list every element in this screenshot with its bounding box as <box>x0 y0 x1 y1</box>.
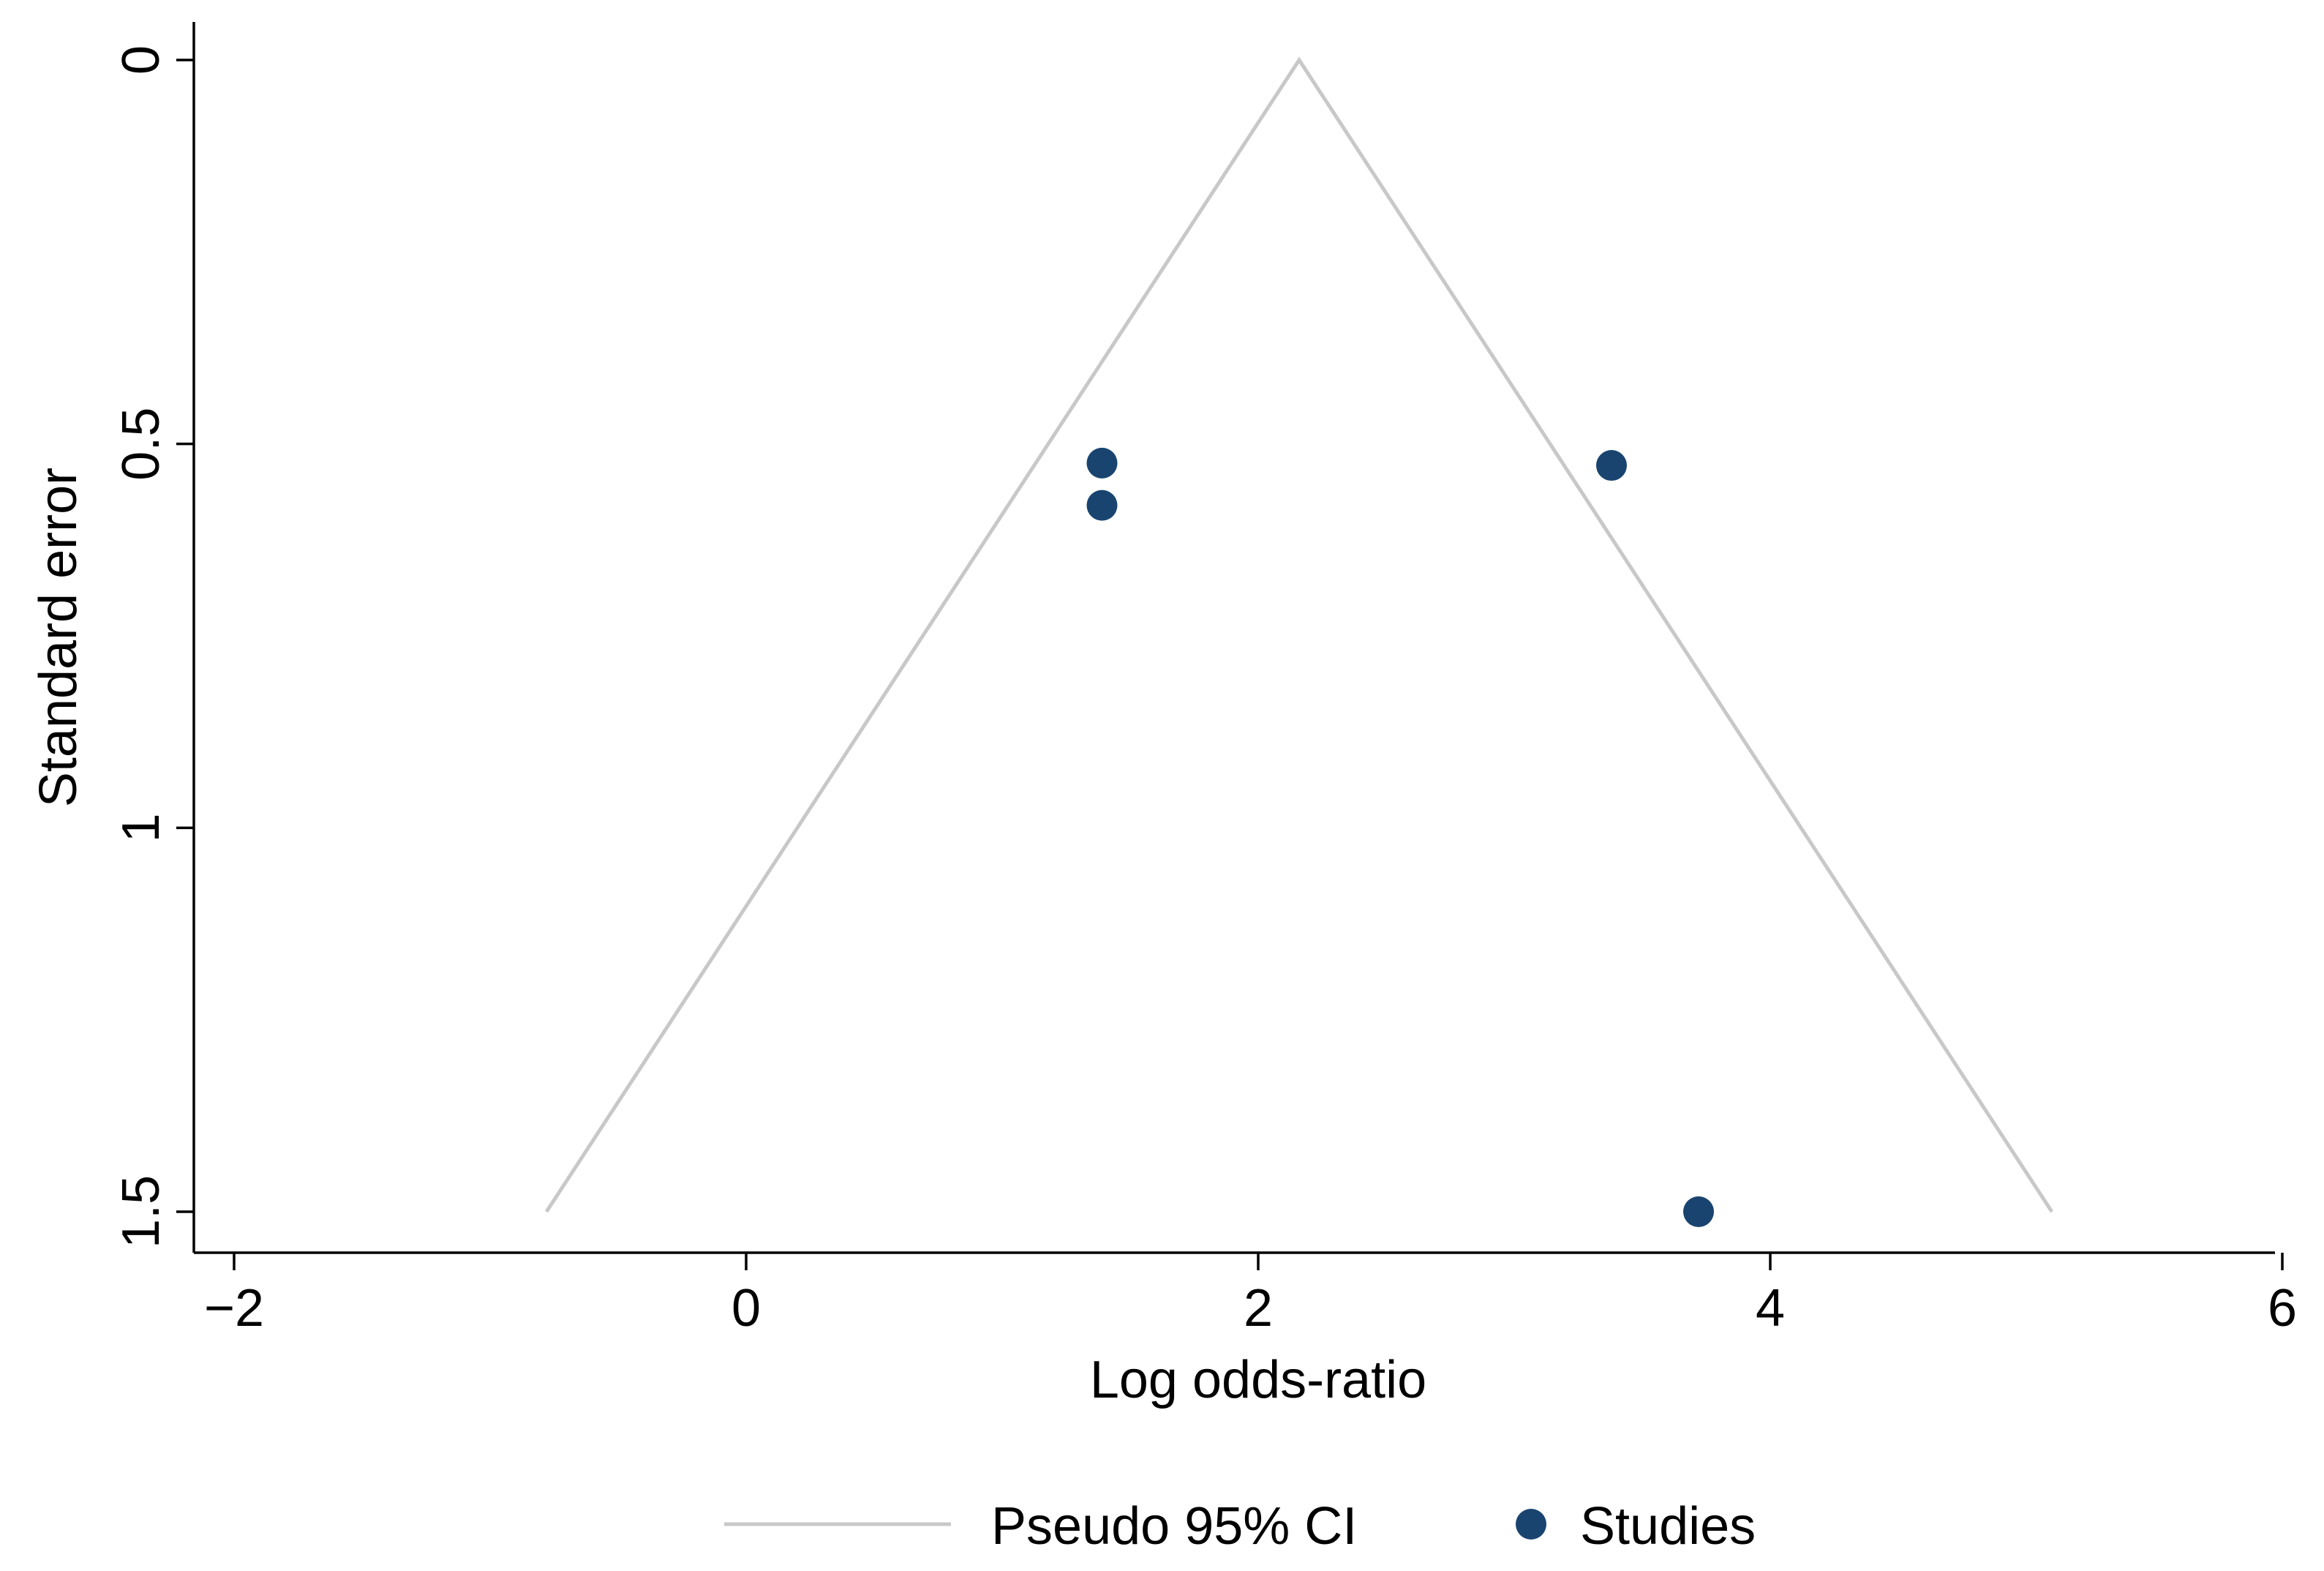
study-point <box>1086 490 1118 521</box>
study-point <box>1683 1196 1714 1227</box>
x-tick-label: 2 <box>1244 1279 1273 1338</box>
y-tick-label: 0 <box>112 45 170 75</box>
x-tick-label: 4 <box>1756 1279 1785 1338</box>
legend-label-ci: Pseudo 95% CI <box>991 1497 1357 1556</box>
legend-marker-studies <box>1516 1509 1546 1540</box>
pseudo-ci-line <box>544 56 2054 1213</box>
study-point <box>1596 450 1627 481</box>
x-axis-title: Log odds-ratio <box>1090 1351 1426 1409</box>
legend-label-studies: Studies <box>1580 1497 1756 1556</box>
x-tick-label: 0 <box>732 1279 761 1338</box>
x-tick-label: −2 <box>204 1279 264 1338</box>
y-tick-label: 1.5 <box>112 1175 170 1248</box>
x-tick-label: 6 <box>2268 1279 2297 1338</box>
legend: Pseudo 95% CI Studies <box>724 1497 1756 1556</box>
y-tick-label: 1 <box>112 813 170 842</box>
y-tick-label: 0.5 <box>112 408 170 481</box>
y-axis-title: Standard error <box>29 468 88 807</box>
study-point <box>1086 447 1118 479</box>
